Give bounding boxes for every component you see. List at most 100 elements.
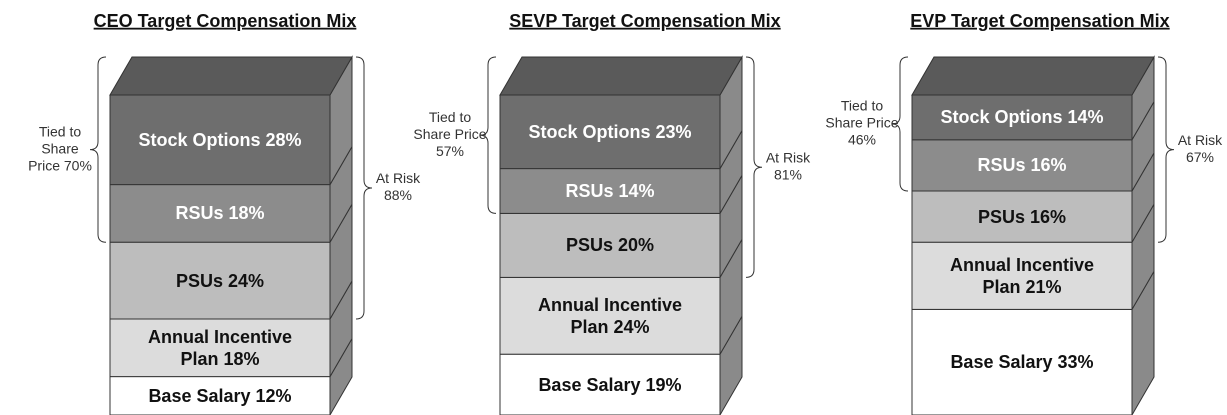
chart-title: EVP Target Compensation Mix [910, 11, 1169, 31]
segment-name: Annual Incentive Plan [949, 254, 1095, 297]
segment-label: PSUs 16% [912, 191, 1132, 242]
segment-label-text: RSUs 16% [977, 154, 1066, 176]
segment-name: Annual Incentive Plan [537, 294, 683, 337]
segment-label-text: Annual Incentive Plan 18% [138, 326, 303, 370]
segment-name: PSUs [977, 206, 1025, 227]
segment-label: RSUs 18% [110, 185, 330, 243]
segment-label-text: Stock Options 23% [528, 121, 691, 143]
segment-value: 19% [645, 374, 682, 395]
bar-segment [109, 94, 331, 186]
annotation: 88% [384, 187, 412, 203]
annotation: Share [41, 140, 79, 156]
segment-value: 18% [223, 348, 260, 369]
segment-label: PSUs 24% [110, 242, 330, 319]
brace [891, 56, 909, 192]
segment-label: Annual Incentive Plan 24% [500, 277, 720, 354]
segment-name: RSUs [565, 180, 614, 201]
segment-value: 33% [1057, 352, 1094, 373]
annotation: 57% [436, 143, 464, 159]
segment-label-text: Stock Options 14% [940, 106, 1103, 128]
brace [355, 56, 373, 320]
bar-segment [911, 241, 1133, 310]
segment-value: 28% [265, 129, 302, 150]
segment-value: 23% [655, 121, 692, 142]
chart-title: SEVP Target Compensation Mix [509, 11, 780, 31]
segment-label: Stock Options 14% [912, 95, 1132, 140]
segment-name: RSUs [977, 155, 1026, 176]
segment-label-text: PSUs 20% [566, 234, 654, 256]
segment-label: RSUs 14% [500, 169, 720, 214]
bar-segment [911, 94, 1133, 141]
bar-segment [499, 353, 721, 415]
annotation: Share Price [825, 115, 898, 131]
bar-segment [911, 190, 1133, 243]
segment-name: Stock Options [940, 107, 1063, 128]
segment-value: 12% [255, 385, 292, 406]
bar-segment [499, 212, 721, 278]
segment-label: Base Salary 19% [500, 354, 720, 415]
annotation: 46% [848, 132, 876, 148]
chart-title: CEO Target Compensation Mix [94, 11, 357, 31]
bar-top [911, 56, 1155, 96]
annotation: 81% [774, 166, 802, 182]
segment-label-text: Annual Incentive Plan 21% [940, 254, 1105, 298]
segment-label-text: Base Salary 12% [148, 385, 291, 407]
segment-label: Annual Incentive Plan 21% [912, 242, 1132, 309]
annotation: 67% [1186, 149, 1214, 165]
bar-segment [109, 184, 331, 243]
segment-label-text: RSUs 14% [565, 180, 654, 202]
segment-label-text: PSUs 16% [978, 206, 1066, 228]
bar-segment [499, 168, 721, 214]
segment-name: Base Salary [148, 385, 251, 406]
bar-segment [911, 139, 1133, 192]
annotation: Tied to [841, 98, 883, 114]
segment-value: 24% [228, 270, 265, 291]
segment-name: Base Salary [950, 352, 1053, 373]
segment-label: Base Salary 33% [912, 309, 1132, 415]
segment-name: Base Salary [538, 374, 641, 395]
bar-top [499, 56, 743, 96]
bar-segment [109, 241, 331, 320]
bar-segment [109, 376, 331, 415]
segment-label: Stock Options 23% [500, 95, 720, 169]
segment-label-text: Base Salary 19% [538, 374, 681, 396]
annotation: Price 70% [28, 157, 92, 173]
segment-label: Stock Options 28% [110, 95, 330, 185]
brace [479, 56, 497, 214]
segment-label: Base Salary 12% [110, 377, 330, 415]
bar-top [109, 56, 353, 96]
bar-segment [911, 308, 1133, 415]
segment-name: PSUs [175, 270, 223, 291]
segment-value: 16% [1030, 206, 1067, 227]
segment-label: RSUs 16% [912, 140, 1132, 191]
brace [1157, 56, 1175, 243]
annotation: Share Price [413, 126, 486, 142]
annotation: At Risk [1178, 132, 1223, 148]
annotation: At Risk [766, 149, 811, 165]
segment-label-text: Base Salary 33% [950, 351, 1093, 373]
annotation: At Risk [376, 170, 421, 186]
bar-segment [499, 276, 721, 355]
segment-label: PSUs 20% [500, 213, 720, 277]
segment-value: 16% [1030, 155, 1067, 176]
brace [745, 56, 763, 278]
segment-label-text: RSUs 18% [175, 202, 264, 224]
segment-label-text: Annual Incentive Plan 24% [528, 294, 693, 338]
segment-value: 24% [613, 316, 650, 337]
segment-value: 18% [228, 203, 265, 224]
segment-label-text: PSUs 24% [176, 270, 264, 292]
segment-label-text: Stock Options 28% [138, 129, 301, 151]
segment-name: Stock Options [528, 121, 651, 142]
segment-name: RSUs [175, 203, 224, 224]
segment-value: 14% [1067, 107, 1104, 128]
annotation: Tied to [429, 109, 471, 125]
segment-label: Annual Incentive Plan 18% [110, 319, 330, 377]
segment-value: 14% [618, 180, 655, 201]
bar-segment [499, 94, 721, 170]
annotation: Tied to [39, 123, 81, 139]
segment-value: 21% [1025, 276, 1062, 297]
segment-name: Annual Incentive Plan [147, 326, 293, 369]
segment-name: PSUs [565, 235, 613, 256]
